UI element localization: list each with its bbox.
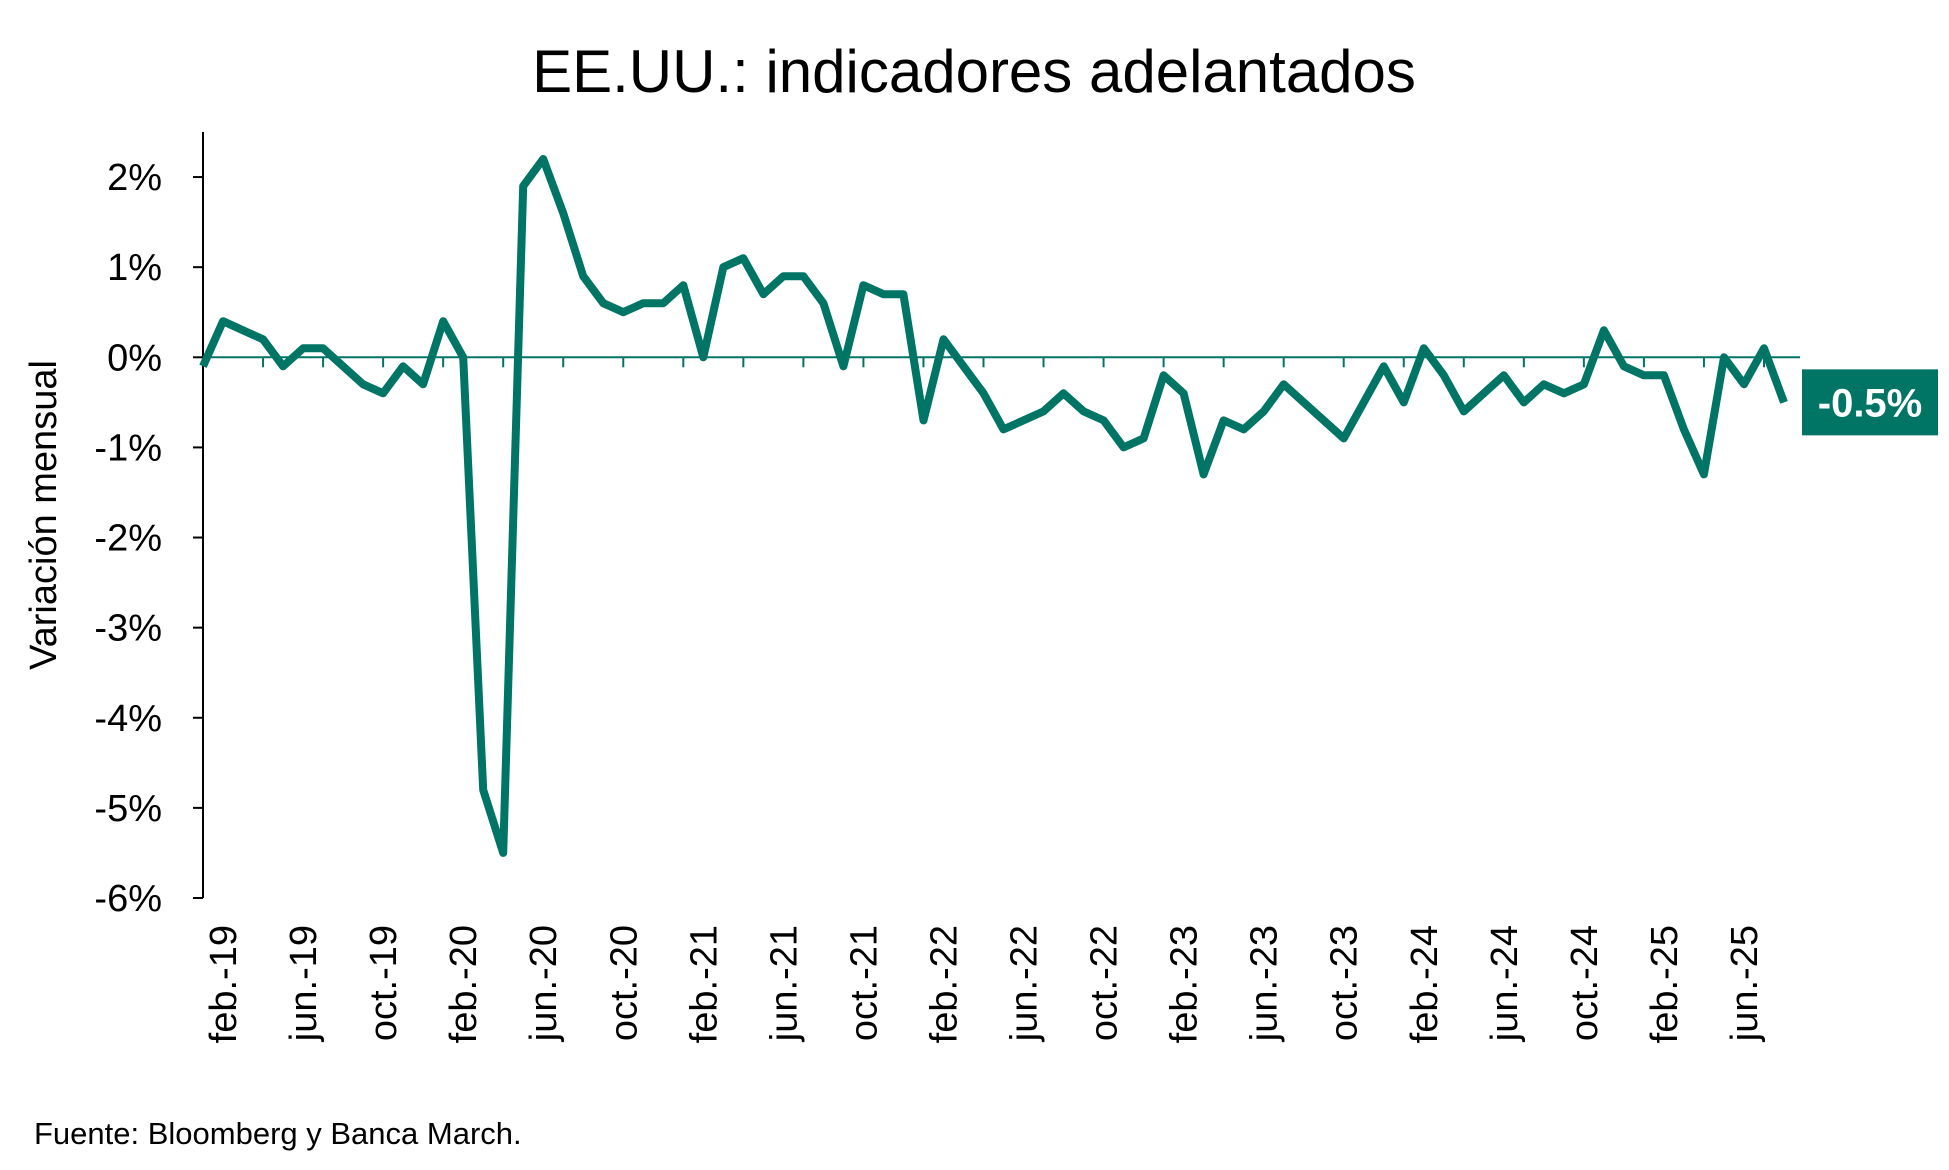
y-axis-ticks: 2% 1% 0% -1% -2% -3% -4% -5% -6% xyxy=(94,157,203,920)
chart-title: EE.UU.: indicadores adelantados xyxy=(532,38,1416,105)
y-tick-label: 2% xyxy=(107,157,162,199)
y-axis-label: Variación mensual xyxy=(23,360,65,670)
y-tick-label: 1% xyxy=(107,247,162,289)
x-tick-label: feb.-20 xyxy=(443,925,485,1043)
x-tick-label: jun.-22 xyxy=(1004,925,1046,1042)
x-tick-label: oct.-20 xyxy=(603,925,645,1041)
last-value-label-background xyxy=(1802,369,1938,436)
source-note: Fuente: Bloomberg y Banca March. xyxy=(34,1116,522,1151)
x-tick-label: feb.-21 xyxy=(683,925,725,1043)
x-tick-label: jun.-23 xyxy=(1244,925,1286,1042)
axes xyxy=(202,132,1800,898)
x-tick-label: oct.-23 xyxy=(1324,925,1366,1041)
x-tick-label: oct.-24 xyxy=(1564,925,1606,1041)
x-tick-label: feb.-19 xyxy=(203,925,245,1043)
x-axis-ticks: feb.-19 jun.-19 oct.-19 feb.-20 jun.-20 oct.-… xyxy=(203,357,1766,1043)
x-tick-label: oct.-19 xyxy=(363,925,405,1041)
y-tick-label: -3% xyxy=(94,608,162,650)
y-tick-label: -6% xyxy=(94,878,162,920)
x-tick-label: feb.-24 xyxy=(1404,925,1446,1043)
x-tick-label: jun.-20 xyxy=(523,925,565,1042)
y-tick-label: -1% xyxy=(94,427,162,469)
series-group xyxy=(199,155,1788,857)
x-tick-label: jun.-21 xyxy=(763,925,805,1042)
x-tick-label: feb.-23 xyxy=(1164,925,1206,1043)
last-value-label-text: -0.5% xyxy=(1818,381,1923,425)
series-line xyxy=(199,155,1788,857)
x-tick-label: feb.-25 xyxy=(1644,925,1686,1043)
y-tick-label: -4% xyxy=(94,698,162,740)
x-tick-label: oct.-21 xyxy=(843,925,885,1041)
y-tick-label: -2% xyxy=(94,518,162,560)
x-tick-label: jun.-25 xyxy=(1724,925,1766,1042)
last-value-label: -0.5% xyxy=(1802,369,1938,436)
x-tick-label: jun.-24 xyxy=(1484,925,1526,1042)
y-tick-label: 0% xyxy=(107,337,162,379)
x-tick-label: feb.-22 xyxy=(923,925,965,1043)
x-tick-label: oct.-22 xyxy=(1084,925,1126,1041)
y-tick-label: -5% xyxy=(94,788,162,830)
x-tick-label: jun.-19 xyxy=(283,925,325,1042)
